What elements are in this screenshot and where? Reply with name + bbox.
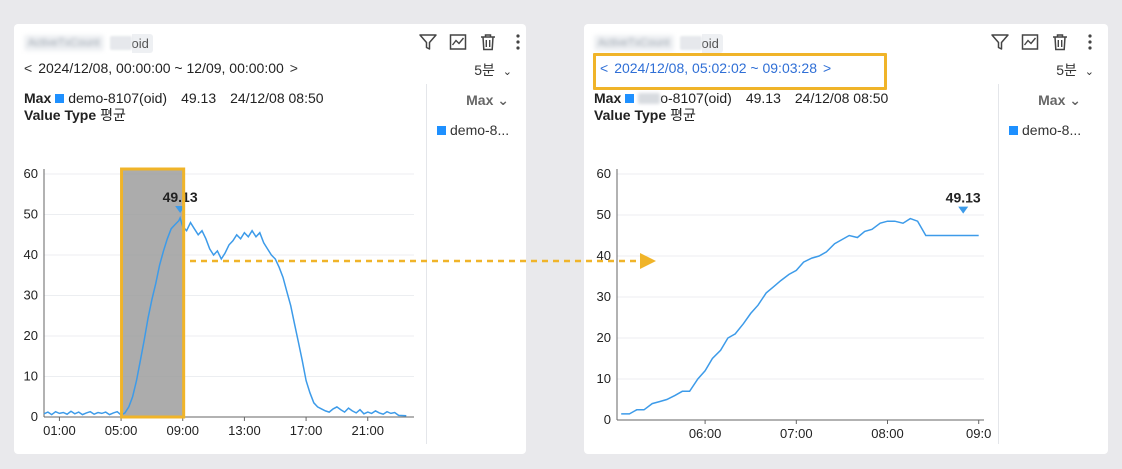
y-tick-label: 20 (597, 330, 611, 345)
x-tick-label: 09:0 (966, 426, 991, 441)
value-type-label: Value Type (24, 107, 97, 123)
interval-select[interactable]: 5분 ⌄ (474, 60, 512, 80)
more-menu-icon[interactable] (1080, 32, 1100, 52)
legend-swatch (437, 125, 446, 135)
time-range-navigator: < 2024/12/08, 00:00:00 ~ 12/09, 00:00:00… (24, 60, 298, 76)
title-redaction (679, 36, 702, 50)
stat-label: Max (594, 90, 622, 106)
y-tick-label: 40 (24, 247, 38, 262)
chevron-down-icon: ⌄ (502, 66, 512, 78)
tooltip-info: Max o-8107(oid) 49.13 24/12/08 08:50 Val… (594, 90, 888, 124)
panel-title: ActiveTxCount oid (594, 32, 723, 54)
interval-value: 5분 (474, 62, 495, 78)
stat-label: Max (24, 90, 52, 106)
legend-panel: Max ⌄ demo-8... (426, 84, 515, 444)
series-name: o-8107(oid) (660, 90, 732, 106)
panel-toolbar (418, 32, 528, 52)
chevron-down-icon: ⌄ (1084, 66, 1094, 78)
line-chart-zoomed[interactable]: 0 10 20 30 40 50 60 06:00 07:00 08:00 09:0 49.13 (584, 144, 998, 444)
y-tick-label: 0 (31, 409, 38, 424)
selection-region (121, 169, 184, 417)
range-prev-button[interactable]: < (24, 60, 33, 76)
filter-icon[interactable] (418, 32, 438, 52)
stat-value: 49.13 (181, 90, 217, 106)
metric-title-blurred: ActiveTxCount (594, 35, 674, 51)
series-line (621, 217, 979, 415)
range-highlight-box (593, 53, 887, 90)
x-tick-label: 07:00 (780, 426, 813, 441)
trash-icon[interactable] (1050, 32, 1070, 52)
x-tick-label: 09:00 (166, 423, 199, 438)
title-redaction (109, 36, 132, 50)
chart-view-icon[interactable] (448, 32, 468, 52)
panel-toolbar (990, 32, 1100, 52)
value-type: 평균 (100, 107, 126, 123)
legend-label: demo-8... (450, 122, 510, 138)
arrow-head-icon (640, 253, 656, 269)
y-tick-label: 40 (597, 248, 611, 263)
y-tick-label: 10 (24, 369, 38, 384)
range-next-button[interactable]: > (822, 60, 832, 76)
value-type: 평균 (670, 107, 696, 123)
x-tick-label: 01:00 (43, 423, 76, 438)
x-tick-label: 05:00 (105, 423, 138, 438)
y-tick-label: 50 (597, 207, 611, 222)
right-chart-panel: ActiveTxCount oid < 2024/12/08, 05:02:02… (584, 24, 1108, 454)
tooltip-info: Max demo-8107(oid) 49.13 24/12/08 08:50 … (24, 90, 324, 124)
trash-icon[interactable] (478, 32, 498, 52)
x-tick-label: 21:00 (351, 423, 384, 438)
peak-marker-icon (958, 206, 969, 214)
legend-stat-select[interactable]: Max ⌄ (466, 92, 509, 108)
legend-item[interactable]: demo-8... (1009, 122, 1081, 138)
interval-select[interactable]: 5분 ⌄ (1056, 60, 1094, 80)
left-chart-panel: ActiveTxCount oid < 2024/12/08, 00:00:00… (14, 24, 526, 454)
y-tick-label: 60 (597, 166, 611, 181)
peak-value-label: 49.13 (946, 190, 981, 206)
time-range-text[interactable]: 2024/12/08, 05:02:02 ~ 09:03:28 (614, 60, 817, 76)
legend-item[interactable]: demo-8... (437, 122, 509, 138)
oid-label: oid (131, 33, 153, 53)
legend-panel: Max ⌄ demo-8... (998, 84, 1087, 444)
y-tick-label: 50 (24, 207, 38, 222)
series-color-swatch (55, 94, 65, 103)
stat-time: 24/12/08 08:50 (230, 90, 324, 106)
stat-value: 49.13 (745, 90, 781, 106)
x-tick-label: 08:00 (871, 426, 904, 441)
value-type-label: Value Type (594, 107, 667, 123)
peak-value-label: 49.13 (163, 189, 198, 205)
x-tick-label: 06:00 (689, 426, 722, 441)
time-range-text[interactable]: 2024/12/08, 00:00:00 ~ 12/09, 00:00:00 (38, 60, 284, 76)
legend-label: demo-8... (1022, 122, 1082, 138)
y-tick-label: 60 (24, 166, 38, 181)
series-line (43, 215, 407, 417)
legend-stat-select[interactable]: Max ⌄ (1038, 92, 1081, 108)
filter-icon[interactable] (990, 32, 1010, 52)
y-tick-label: 30 (597, 289, 611, 304)
selection-highlight-box (120, 167, 186, 419)
x-tick-label: 13:00 (228, 423, 261, 438)
more-menu-icon[interactable] (508, 32, 528, 52)
y-tick-label: 0 (604, 412, 611, 427)
chart-view-icon[interactable] (1020, 32, 1040, 52)
time-range-navigator: < 2024/12/08, 05:02:02 ~ 09:03:28 > (600, 60, 831, 76)
series-name-redaction (638, 93, 661, 104)
x-tick-label: 17:00 (290, 423, 323, 438)
y-tick-label: 10 (597, 371, 611, 386)
line-chart-full-day[interactable]: 0 10 20 30 40 50 60 01:00 05:00 09:00 13:00 17:00 21… (14, 144, 426, 444)
interval-value: 5분 (1056, 62, 1077, 78)
metric-title-blurred: ActiveTxCount (24, 35, 104, 51)
y-tick-label: 20 (24, 328, 38, 343)
legend-swatch (1009, 125, 1018, 135)
series-color-swatch (625, 94, 635, 103)
stat-time: 24/12/08 08:50 (794, 90, 889, 106)
y-tick-label: 30 (24, 288, 38, 303)
oid-label: oid (701, 33, 723, 53)
range-next-button[interactable]: > (289, 60, 298, 76)
panel-title: ActiveTxCount oid (24, 32, 153, 54)
series-name: demo-8107(oid) (68, 90, 168, 106)
range-prev-button[interactable]: < (600, 60, 609, 76)
